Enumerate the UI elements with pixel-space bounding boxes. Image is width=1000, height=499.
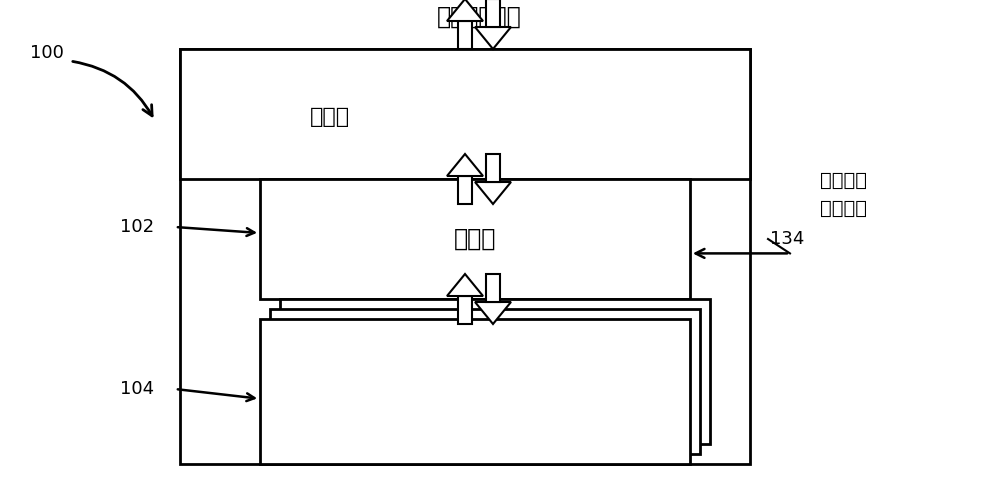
Bar	[486, 154, 500, 182]
Bar	[486, 274, 500, 302]
Polygon shape	[475, 302, 511, 324]
Text: 104: 104	[120, 380, 154, 398]
Bar	[458, 296, 472, 324]
Text: 102: 102	[120, 218, 154, 236]
Bar	[458, 176, 472, 204]
Polygon shape	[447, 0, 483, 21]
Text: 134: 134	[770, 230, 804, 248]
Polygon shape	[447, 154, 483, 176]
Bar	[260, 319, 690, 464]
Text: 至主机: 至主机	[310, 107, 350, 127]
Text: 非易失性
存储器: 非易失性 存储器	[448, 352, 502, 401]
Bar	[180, 49, 750, 464]
Polygon shape	[475, 182, 511, 204]
Polygon shape	[475, 27, 511, 49]
Polygon shape	[447, 274, 483, 296]
Text: 数据存储系统: 数据存储系统	[437, 5, 521, 29]
Text: 控制器: 控制器	[454, 227, 496, 251]
Bar	[270, 309, 700, 454]
Bar	[260, 179, 690, 299]
Bar	[458, 21, 472, 49]
Bar	[486, 0, 500, 27]
Text: 接口定时
调整引擎: 接口定时 调整引擎	[820, 171, 867, 218]
Bar	[280, 299, 710, 444]
Text: 100: 100	[30, 44, 64, 62]
Bar	[180, 49, 750, 179]
